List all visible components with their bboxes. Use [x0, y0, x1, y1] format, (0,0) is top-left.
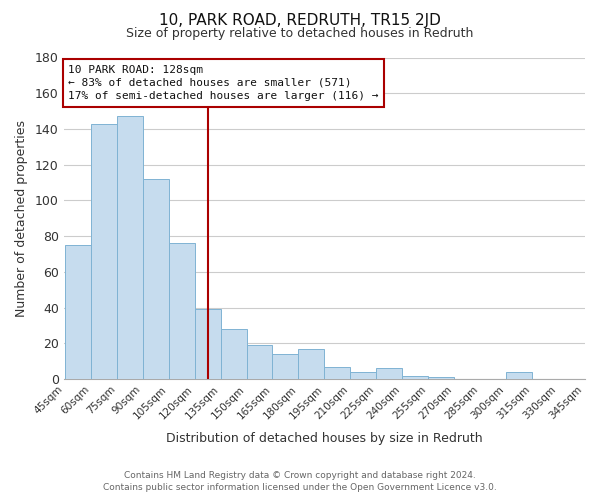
- Bar: [221, 329, 247, 379]
- Bar: [169, 244, 194, 379]
- Bar: [428, 378, 454, 379]
- Text: 10 PARK ROAD: 128sqm
← 83% of detached houses are smaller (571)
17% of semi-deta: 10 PARK ROAD: 128sqm ← 83% of detached h…: [68, 64, 379, 101]
- Bar: [117, 116, 143, 379]
- Bar: [506, 372, 532, 379]
- X-axis label: Distribution of detached houses by size in Redruth: Distribution of detached houses by size …: [166, 432, 482, 445]
- Bar: [325, 366, 350, 379]
- Bar: [376, 368, 402, 379]
- Bar: [247, 345, 272, 379]
- Bar: [194, 310, 221, 379]
- Bar: [350, 372, 376, 379]
- Bar: [143, 179, 169, 379]
- Text: Contains HM Land Registry data © Crown copyright and database right 2024.
Contai: Contains HM Land Registry data © Crown c…: [103, 471, 497, 492]
- Y-axis label: Number of detached properties: Number of detached properties: [15, 120, 28, 317]
- Bar: [272, 354, 298, 379]
- Text: 10, PARK ROAD, REDRUTH, TR15 2JD: 10, PARK ROAD, REDRUTH, TR15 2JD: [159, 12, 441, 28]
- Bar: [91, 124, 117, 379]
- Text: Size of property relative to detached houses in Redruth: Size of property relative to detached ho…: [127, 28, 473, 40]
- Bar: [298, 349, 325, 379]
- Bar: [65, 245, 91, 379]
- Bar: [402, 376, 428, 379]
